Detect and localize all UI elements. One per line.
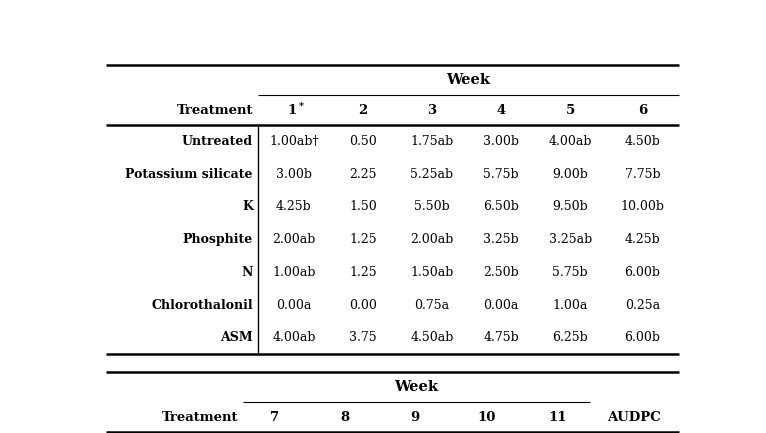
Text: 1.25: 1.25 xyxy=(349,266,377,279)
Text: 0.00a: 0.00a xyxy=(483,298,519,311)
Text: 5: 5 xyxy=(565,104,574,117)
Text: Chlorothalonil: Chlorothalonil xyxy=(152,298,253,311)
Text: 4.25b: 4.25b xyxy=(276,200,312,213)
Text: *: * xyxy=(300,102,304,111)
Text: 0.00a: 0.00a xyxy=(277,298,312,311)
Text: Phosphite: Phosphite xyxy=(183,233,253,246)
Text: 4.00ab: 4.00ab xyxy=(272,331,316,344)
Text: 7.75b: 7.75b xyxy=(625,168,660,181)
Text: 9.50b: 9.50b xyxy=(552,200,588,213)
Text: N: N xyxy=(241,266,253,279)
Text: 2: 2 xyxy=(358,104,368,117)
Text: 1.25: 1.25 xyxy=(349,233,377,246)
Text: ASM: ASM xyxy=(221,331,253,344)
Text: 5.75b: 5.75b xyxy=(552,266,588,279)
Text: 3.25b: 3.25b xyxy=(483,233,519,246)
Text: 9: 9 xyxy=(410,411,419,424)
Text: 1: 1 xyxy=(287,104,296,117)
Text: 3.00b: 3.00b xyxy=(483,135,519,148)
Text: 8: 8 xyxy=(340,411,349,424)
Text: 6.50b: 6.50b xyxy=(483,200,519,213)
Text: 3.25ab: 3.25ab xyxy=(548,233,592,246)
Text: Week: Week xyxy=(394,380,438,394)
Text: 5.50b: 5.50b xyxy=(414,200,450,213)
Text: 1.50ab: 1.50ab xyxy=(411,266,453,279)
Text: 4.50b: 4.50b xyxy=(624,135,660,148)
Text: 1.00ab†: 1.00ab† xyxy=(269,135,319,148)
Text: AUDPC: AUDPC xyxy=(607,411,661,424)
Text: 0.75a: 0.75a xyxy=(414,298,450,311)
Text: 4.00ab: 4.00ab xyxy=(548,135,592,148)
Text: 4.50ab: 4.50ab xyxy=(411,331,453,344)
Text: Week: Week xyxy=(447,73,490,87)
Text: 10: 10 xyxy=(477,411,496,424)
Text: 6.25b: 6.25b xyxy=(552,331,588,344)
Text: 1.00ab: 1.00ab xyxy=(272,266,316,279)
Text: 6.00b: 6.00b xyxy=(624,266,660,279)
Text: 5.25ab: 5.25ab xyxy=(411,168,453,181)
Text: 9.00b: 9.00b xyxy=(552,168,588,181)
Text: 10.00b: 10.00b xyxy=(620,200,665,213)
Text: 7: 7 xyxy=(270,411,280,424)
Text: 1.75ab: 1.75ab xyxy=(411,135,453,148)
Text: 2.00ab: 2.00ab xyxy=(272,233,316,246)
Text: 4.75b: 4.75b xyxy=(483,331,519,344)
Text: 2.00ab: 2.00ab xyxy=(411,233,453,246)
Text: 4.25b: 4.25b xyxy=(624,233,660,246)
Text: Treatment: Treatment xyxy=(162,411,238,424)
Text: Treatment: Treatment xyxy=(176,104,253,117)
Text: 2.50b: 2.50b xyxy=(483,266,519,279)
Text: Potassium silicate: Potassium silicate xyxy=(126,168,253,181)
Text: 3.75: 3.75 xyxy=(349,331,377,344)
Text: 2.25: 2.25 xyxy=(349,168,377,181)
Text: 3.00b: 3.00b xyxy=(276,168,312,181)
Text: 6.00b: 6.00b xyxy=(624,331,660,344)
Text: Untreated: Untreated xyxy=(182,135,253,148)
Text: 1.50: 1.50 xyxy=(349,200,377,213)
Text: 0.25a: 0.25a xyxy=(625,298,660,311)
Text: 5.75b: 5.75b xyxy=(483,168,519,181)
Text: 4: 4 xyxy=(496,104,506,117)
Text: 3: 3 xyxy=(427,104,437,117)
Text: 0.50: 0.50 xyxy=(349,135,377,148)
Text: 1.00a: 1.00a xyxy=(552,298,588,311)
Text: K: K xyxy=(242,200,253,213)
Text: 0.00: 0.00 xyxy=(349,298,377,311)
Text: 6: 6 xyxy=(638,104,647,117)
Text: 11: 11 xyxy=(548,411,567,424)
